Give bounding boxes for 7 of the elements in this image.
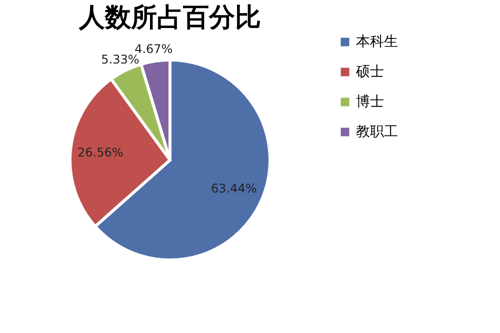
legend-label: 本科生 [356,34,398,50]
legend-label: 硕士 [355,64,384,80]
legend-label: 博士 [356,94,384,110]
legend-label: 教职工 [356,124,398,140]
data-label: 26.56% [78,145,124,160]
chart-title: 人数所占百分比 [78,3,261,33]
data-label: 63.44% [210,182,257,196]
